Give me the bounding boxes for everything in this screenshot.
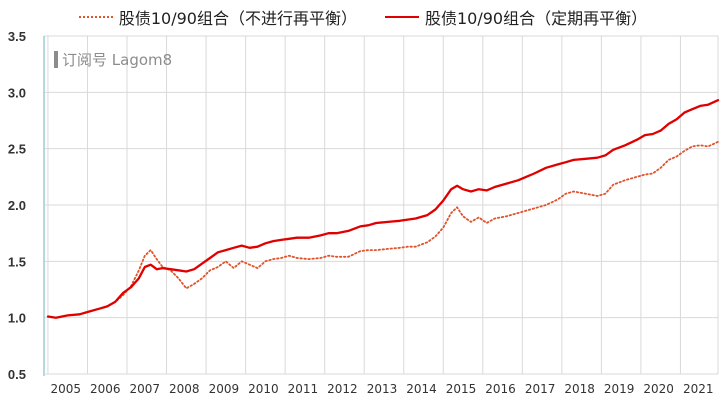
- y-tick-label: 3.5: [8, 29, 26, 44]
- y-tick-label: 1.5: [8, 254, 26, 269]
- watermark-bar-icon: [54, 51, 58, 68]
- x-tick-labels: 2005 2006 2007 2008 2009 2010 2011 2012 2013 2014…: [50, 382, 713, 396]
- legend-swatch-solid: [385, 16, 419, 18]
- x-tick-label: 2012: [327, 382, 358, 396]
- x-tick-label: 2005: [50, 382, 81, 396]
- y-tick-label: 1.0: [8, 311, 26, 326]
- series-line-no-rebalance: [47, 140, 719, 319]
- series-line-rebalance: [46, 99, 720, 319]
- y-tick-label: 2.0: [8, 198, 26, 213]
- x-tick-label: 2007: [130, 382, 161, 396]
- x-tick-label: 2013: [367, 382, 398, 396]
- series-lines: [46, 99, 720, 319]
- axes: [43, 36, 718, 376]
- watermark: 订阅号 Lagom8: [54, 49, 172, 70]
- y-tick-labels: 0.5 1.0 1.5 2.0 2.5 3.0 3.5: [8, 29, 26, 382]
- legend-swatch-dotted: [78, 16, 113, 18]
- x-tick-label: 2019: [604, 382, 635, 396]
- x-tick-label: 2017: [525, 382, 556, 396]
- legend-item-no-rebalance: 股债10/90组合（不进行再平衡）: [78, 5, 357, 29]
- watermark-text: 订阅号 Lagom8: [62, 51, 173, 69]
- y-tick-label: 2.5: [8, 142, 26, 157]
- legend-label-rebalance: 股债10/90组合（定期再平衡）: [425, 9, 648, 28]
- x-tick-label: 2020: [643, 382, 674, 396]
- x-tick-label: 2006: [90, 382, 121, 396]
- legend-item-rebalance: 股债10/90组合（定期再平衡）: [385, 5, 647, 29]
- x-tick-label: 2008: [169, 382, 200, 396]
- legend: 股债10/90组合（不进行再平衡） 股债10/90组合（定期再平衡）: [0, 4, 726, 30]
- y-tick-label: 0.5: [8, 367, 26, 382]
- x-tick-label: 2018: [564, 382, 595, 396]
- x-tick-label: 2016: [485, 382, 516, 396]
- x-tick-label: 2015: [446, 382, 477, 396]
- gridlines: [44, 35, 719, 374]
- x-tick-label: 2010: [248, 382, 279, 396]
- y-tick-label: 3.0: [8, 85, 26, 100]
- legend-label-no-rebalance: 股债10/90组合（不进行再平衡）: [118, 9, 357, 28]
- x-tick-label: 2021: [683, 382, 714, 396]
- x-tick-label: 2009: [209, 382, 240, 396]
- x-tick-label: 2011: [288, 382, 319, 396]
- x-tick-label: 2014: [406, 382, 437, 396]
